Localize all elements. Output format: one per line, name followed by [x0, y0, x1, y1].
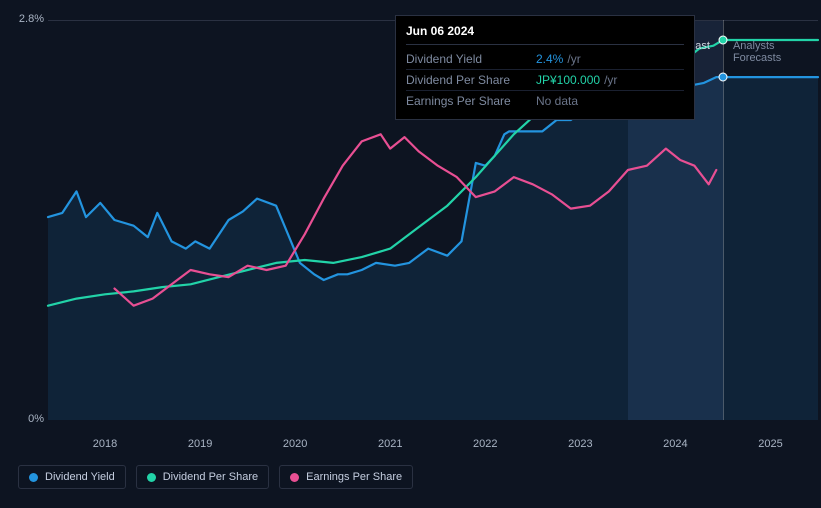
- legend-item[interactable]: Dividend Yield: [18, 465, 126, 489]
- x-tick-label: 2022: [473, 438, 497, 450]
- chart-tooltip: Jun 06 2024 Dividend Yield2.4%/yrDividen…: [395, 15, 695, 120]
- tooltip-unit: /yr: [604, 73, 617, 87]
- x-tick-label: 2021: [378, 438, 402, 450]
- tooltip-unit: /yr: [567, 52, 580, 66]
- x-tick-label: 2018: [93, 438, 117, 450]
- tooltip-value: 2.4%: [536, 52, 563, 66]
- x-tick-label: 2023: [568, 438, 592, 450]
- tooltip-row: Dividend Yield2.4% /yr: [406, 49, 684, 70]
- legend-swatch: [147, 473, 156, 482]
- tooltip-value: No data: [536, 94, 578, 108]
- x-tick-label: 2019: [188, 438, 212, 450]
- x-tick-label: 2024: [663, 438, 687, 450]
- legend-label: Dividend Yield: [45, 471, 115, 483]
- legend-swatch: [290, 473, 299, 482]
- tooltip-key: Dividend Per Share: [406, 73, 536, 87]
- tooltip-key: Earnings Per Share: [406, 94, 536, 108]
- tooltip-value: JP¥100.000: [536, 73, 600, 87]
- tooltip-key: Dividend Yield: [406, 52, 536, 66]
- legend-item[interactable]: Earnings Per Share: [279, 465, 413, 489]
- tooltip-row: Earnings Per ShareNo data: [406, 91, 684, 111]
- legend-item[interactable]: Dividend Per Share: [136, 465, 269, 489]
- series-end-marker: [718, 73, 727, 82]
- legend-label: Earnings Per Share: [306, 471, 402, 483]
- x-tick-label: 2025: [758, 438, 782, 450]
- dividend-chart: Past Analysts Forecasts 2.8%0% 201820192…: [0, 0, 821, 508]
- tooltip-date: Jun 06 2024: [406, 24, 684, 45]
- y-tick-label: 0%: [28, 413, 44, 425]
- series-end-marker: [718, 36, 727, 45]
- y-tick-label: 2.8%: [19, 13, 44, 25]
- forecasts-label: Analysts Forecasts: [733, 40, 821, 64]
- legend-label: Dividend Per Share: [163, 471, 258, 483]
- chart-legend: Dividend Yield Dividend Per Share Earnings…: [18, 465, 413, 489]
- legend-swatch: [29, 473, 38, 482]
- tooltip-row: Dividend Per ShareJP¥100.000/yr: [406, 70, 684, 91]
- x-tick-label: 2020: [283, 438, 307, 450]
